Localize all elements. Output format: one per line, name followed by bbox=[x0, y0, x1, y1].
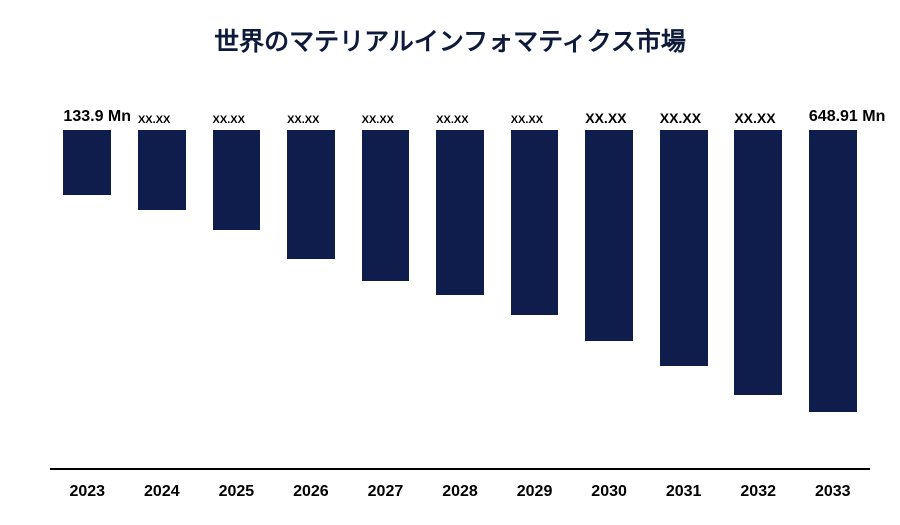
bar-slot: XX.XX bbox=[274, 130, 349, 470]
x-axis-label: 2033 bbox=[795, 483, 870, 501]
bar-value-label: 133.9 Mn bbox=[63, 108, 131, 126]
bar: XX.XX bbox=[213, 130, 261, 230]
bar-value-text: XX.XX bbox=[585, 110, 626, 126]
bar: XX.XX bbox=[138, 130, 186, 210]
bar-value-text: 648.91 bbox=[809, 108, 858, 125]
plot-area: 133.9 Mn XX.XX XX.XX XX.XX XX.XX XX.XX XX.XX XX… bbox=[50, 130, 870, 470]
bar: XX.XX bbox=[660, 130, 708, 366]
bar-value-label: XX.XX bbox=[287, 114, 319, 126]
bar-value-label: XX.XX bbox=[138, 114, 170, 126]
x-axis-label: 2023 bbox=[50, 483, 125, 501]
bar-value-label: XX.XX bbox=[362, 114, 394, 126]
x-axis-label: 2030 bbox=[572, 483, 647, 501]
chart-container: 世界のマテリアルインフォマティクス市場 133.9 Mn XX.XX XX.XX XX… bbox=[0, 0, 900, 525]
bar: XX.XX bbox=[436, 130, 484, 295]
bar-value-text: XX.XX bbox=[138, 114, 170, 126]
bar-value-text: XX.XX bbox=[287, 114, 319, 126]
x-axis-label: 2027 bbox=[348, 483, 423, 501]
x-axis-label: 2025 bbox=[199, 483, 274, 501]
bar-value-unit: Mn bbox=[103, 108, 131, 125]
bar-value-text: 133.9 bbox=[63, 108, 103, 125]
bar-value-label: XX.XX bbox=[436, 114, 468, 126]
x-axis-line bbox=[50, 468, 870, 470]
bar-slot: XX.XX bbox=[423, 130, 498, 470]
bar: XX.XX bbox=[362, 130, 410, 281]
bar-slot: XX.XX bbox=[348, 130, 423, 470]
bars-group: 133.9 Mn XX.XX XX.XX XX.XX XX.XX XX.XX XX.XX XX… bbox=[50, 130, 870, 470]
x-axis-label: 2028 bbox=[423, 483, 498, 501]
chart-title: 世界のマテリアルインフォマティクス市場 bbox=[0, 22, 900, 58]
bar-slot: XX.XX bbox=[125, 130, 200, 470]
bar-slot: XX.XX bbox=[646, 130, 721, 470]
bar-value-text: XX.XX bbox=[511, 114, 543, 126]
bar: 648.91 Mn bbox=[809, 130, 857, 412]
bar-value-label: XX.XX bbox=[660, 110, 701, 126]
bar: 133.9 Mn bbox=[63, 130, 111, 195]
bar-value-label: 648.91 Mn bbox=[809, 108, 885, 126]
x-axis-labels: 2023202420252026202720282029203020312032… bbox=[50, 483, 870, 501]
x-axis-label: 2032 bbox=[721, 483, 796, 501]
bar-value-text: XX.XX bbox=[660, 110, 701, 126]
bar-value-text: XX.XX bbox=[734, 110, 775, 126]
bar-value-label: XX.XX bbox=[585, 110, 626, 126]
bar-value-text: XX.XX bbox=[362, 114, 394, 126]
bar-slot: XX.XX bbox=[199, 130, 274, 470]
bar-value-label: XX.XX bbox=[213, 114, 245, 126]
bar-slot: 648.91 Mn bbox=[795, 130, 870, 470]
x-axis-label: 2029 bbox=[497, 483, 572, 501]
bar-slot: XX.XX bbox=[572, 130, 647, 470]
x-axis-label: 2024 bbox=[125, 483, 200, 501]
bar-value-text: XX.XX bbox=[436, 114, 468, 126]
x-axis-label: 2026 bbox=[274, 483, 349, 501]
bar: XX.XX bbox=[734, 130, 782, 395]
bar-slot: 133.9 Mn bbox=[50, 130, 125, 470]
x-axis-label: 2031 bbox=[646, 483, 721, 501]
bar-value-label: XX.XX bbox=[511, 114, 543, 126]
bar: XX.XX bbox=[287, 130, 335, 259]
bar-slot: XX.XX bbox=[721, 130, 796, 470]
bar-value-label: XX.XX bbox=[734, 110, 775, 126]
bar-value-text: XX.XX bbox=[213, 114, 245, 126]
bar-slot: XX.XX bbox=[497, 130, 572, 470]
bar: XX.XX bbox=[511, 130, 559, 315]
bar: XX.XX bbox=[585, 130, 633, 341]
bar-value-unit: Mn bbox=[858, 108, 886, 125]
